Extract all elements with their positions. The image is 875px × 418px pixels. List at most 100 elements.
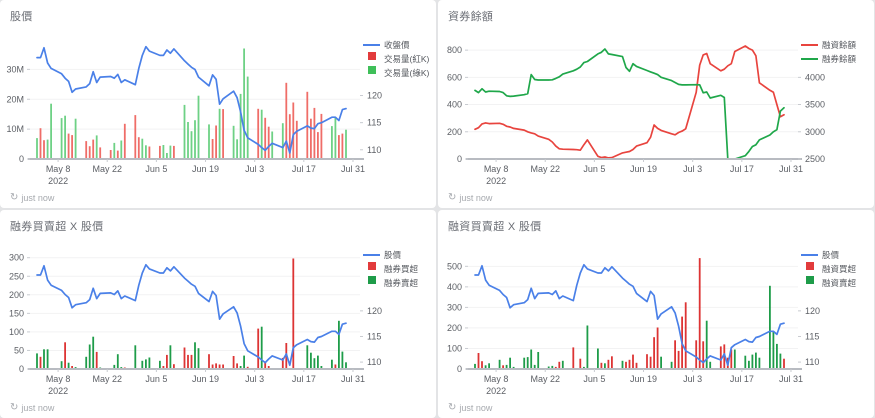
svg-text:Jul 31: Jul 31 [341,374,365,384]
margin-net-chart[interactable]: 0 100 200 300 400 500 110 115 120 May 8 2022 May 22… [438,236,874,400]
line-series [474,45,785,159]
legend-item[interactable]: 融資買超 [806,262,857,274]
refresh-icon[interactable]: ↻ [448,402,457,413]
bar-series [477,258,785,370]
axes: 0 200 400 600 800 2500 3000 3500 4000 May 8 2022 Ma… [447,45,825,186]
svg-text:2500: 2500 [805,154,825,164]
panel-price: 股價 0 10M 20M 30M 110 115 120 May 8 2022 May 22 Jun… [0,0,436,208]
svg-text:2022: 2022 [486,386,506,396]
panel-title: 股價 [10,11,33,23]
legend-item[interactable]: 融券買超 [368,262,419,274]
short-net-chart[interactable]: 0 50 100 150 200 250 300 110 115 120 May 8 2022 May … [0,236,436,400]
svg-text:200: 200 [9,290,24,300]
svg-text:Jun 19: Jun 19 [192,164,219,174]
svg-text:融資餘額: 融資餘額 [822,40,857,50]
svg-text:Jun 19: Jun 19 [630,164,657,174]
svg-text:115: 115 [367,331,381,341]
svg-text:Jul 31: Jul 31 [779,374,803,384]
svg-text:2022: 2022 [48,386,68,396]
svg-text:融券買超: 融券買超 [384,264,419,274]
panel-short-net: 融券買賣超 X 股價 0 50 100 150 200 250 300 110 115 120 Ma… [0,210,436,418]
legend-item[interactable]: 交易量(綠K) [368,66,430,78]
svg-text:May 8: May 8 [46,164,71,174]
svg-text:交易量(紅K): 交易量(紅K) [384,54,430,64]
refresh-icon[interactable]: ↻ [10,402,19,413]
svg-text:0: 0 [19,154,24,164]
svg-text:收盤價: 收盤價 [384,40,410,50]
line-series [474,263,785,367]
svg-text:股價: 股價 [822,250,840,260]
line-series [36,263,347,367]
svg-text:2022: 2022 [486,176,506,186]
svg-text:Jul 17: Jul 17 [292,374,316,384]
svg-text:May 22: May 22 [530,164,560,174]
legend-item[interactable]: 收盤價 [363,40,410,50]
last-updated: ↻ just now [448,192,493,204]
svg-text:Jul 17: Jul 17 [730,164,754,174]
grid [468,265,798,349]
panel-margin-net: 融資買賣超 X 股價 0 100 200 300 400 500 110 115 120 May … [438,210,874,418]
svg-text:30M: 30M [6,64,24,74]
svg-text:10M: 10M [6,124,24,134]
refresh-icon[interactable]: ↻ [10,192,19,203]
svg-text:200: 200 [447,127,462,137]
svg-text:120: 120 [805,306,820,316]
svg-text:May 22: May 22 [92,164,122,174]
legend-item[interactable]: 股價 [363,250,402,260]
panel-title: 融券買賣超 X 股價 [10,221,104,233]
svg-text:50: 50 [14,345,24,355]
legend-item[interactable]: 融券餘額 [801,54,857,64]
svg-text:Jun 5: Jun 5 [145,164,167,174]
last-updated: ↻ just now [10,192,55,204]
svg-text:Jul 3: Jul 3 [245,374,264,384]
svg-text:融券賣超: 融券賣超 [384,278,419,288]
svg-text:May 8: May 8 [46,374,71,384]
svg-text:Jul 3: Jul 3 [245,164,264,174]
svg-text:0: 0 [19,364,24,374]
svg-text:Jul 31: Jul 31 [779,164,803,174]
svg-text:115: 115 [805,331,819,341]
updated-text: just now [459,403,493,413]
last-updated: ↻ just now [448,402,493,414]
bar-series [39,258,337,369]
legend-item[interactable]: 交易量(紅K) [368,52,430,64]
legend-item[interactable]: 融資賣超 [806,276,857,288]
bar-series [36,48,347,159]
bar-series [474,285,782,370]
svg-text:Jul 31: Jul 31 [341,164,365,174]
svg-text:融券餘額: 融券餘額 [822,54,857,64]
svg-text:300: 300 [447,302,462,312]
svg-text:3500: 3500 [805,100,825,110]
margin-balance-chart[interactable]: 0 200 400 600 800 2500 3000 3500 4000 May 8 2022 Ma… [438,26,874,190]
svg-text:600: 600 [447,72,462,82]
refresh-icon[interactable]: ↻ [448,192,457,203]
updated-text: just now [21,193,55,203]
grid [468,49,798,133]
updated-text: just now [459,193,493,203]
legend-item[interactable]: 融券賣超 [368,276,419,288]
svg-text:融資買超: 融資買超 [822,264,857,274]
legend-item[interactable]: 股價 [801,250,840,260]
svg-text:Jun 5: Jun 5 [145,374,167,384]
svg-text:Jul 3: Jul 3 [683,164,702,174]
svg-text:3000: 3000 [805,127,825,137]
svg-text:融資賣超: 融資賣超 [822,278,857,288]
svg-text:120: 120 [367,306,382,316]
line-series [474,48,785,160]
svg-text:110: 110 [805,357,819,367]
svg-text:股價: 股價 [384,250,402,260]
svg-text:115: 115 [367,118,381,128]
svg-text:Jun 5: Jun 5 [583,164,605,174]
svg-text:Jul 17: Jul 17 [730,374,754,384]
svg-text:400: 400 [447,282,462,292]
svg-text:May 8: May 8 [484,374,509,384]
bar-series [39,82,344,159]
panel-title: 融資買賣超 X 股價 [448,221,542,233]
price-chart[interactable]: 0 10M 20M 30M 110 115 120 May 8 2022 May 22 Jun 5 J… [0,26,436,190]
legend-item[interactable]: 融資餘額 [801,40,857,50]
svg-text:20M: 20M [6,94,24,104]
